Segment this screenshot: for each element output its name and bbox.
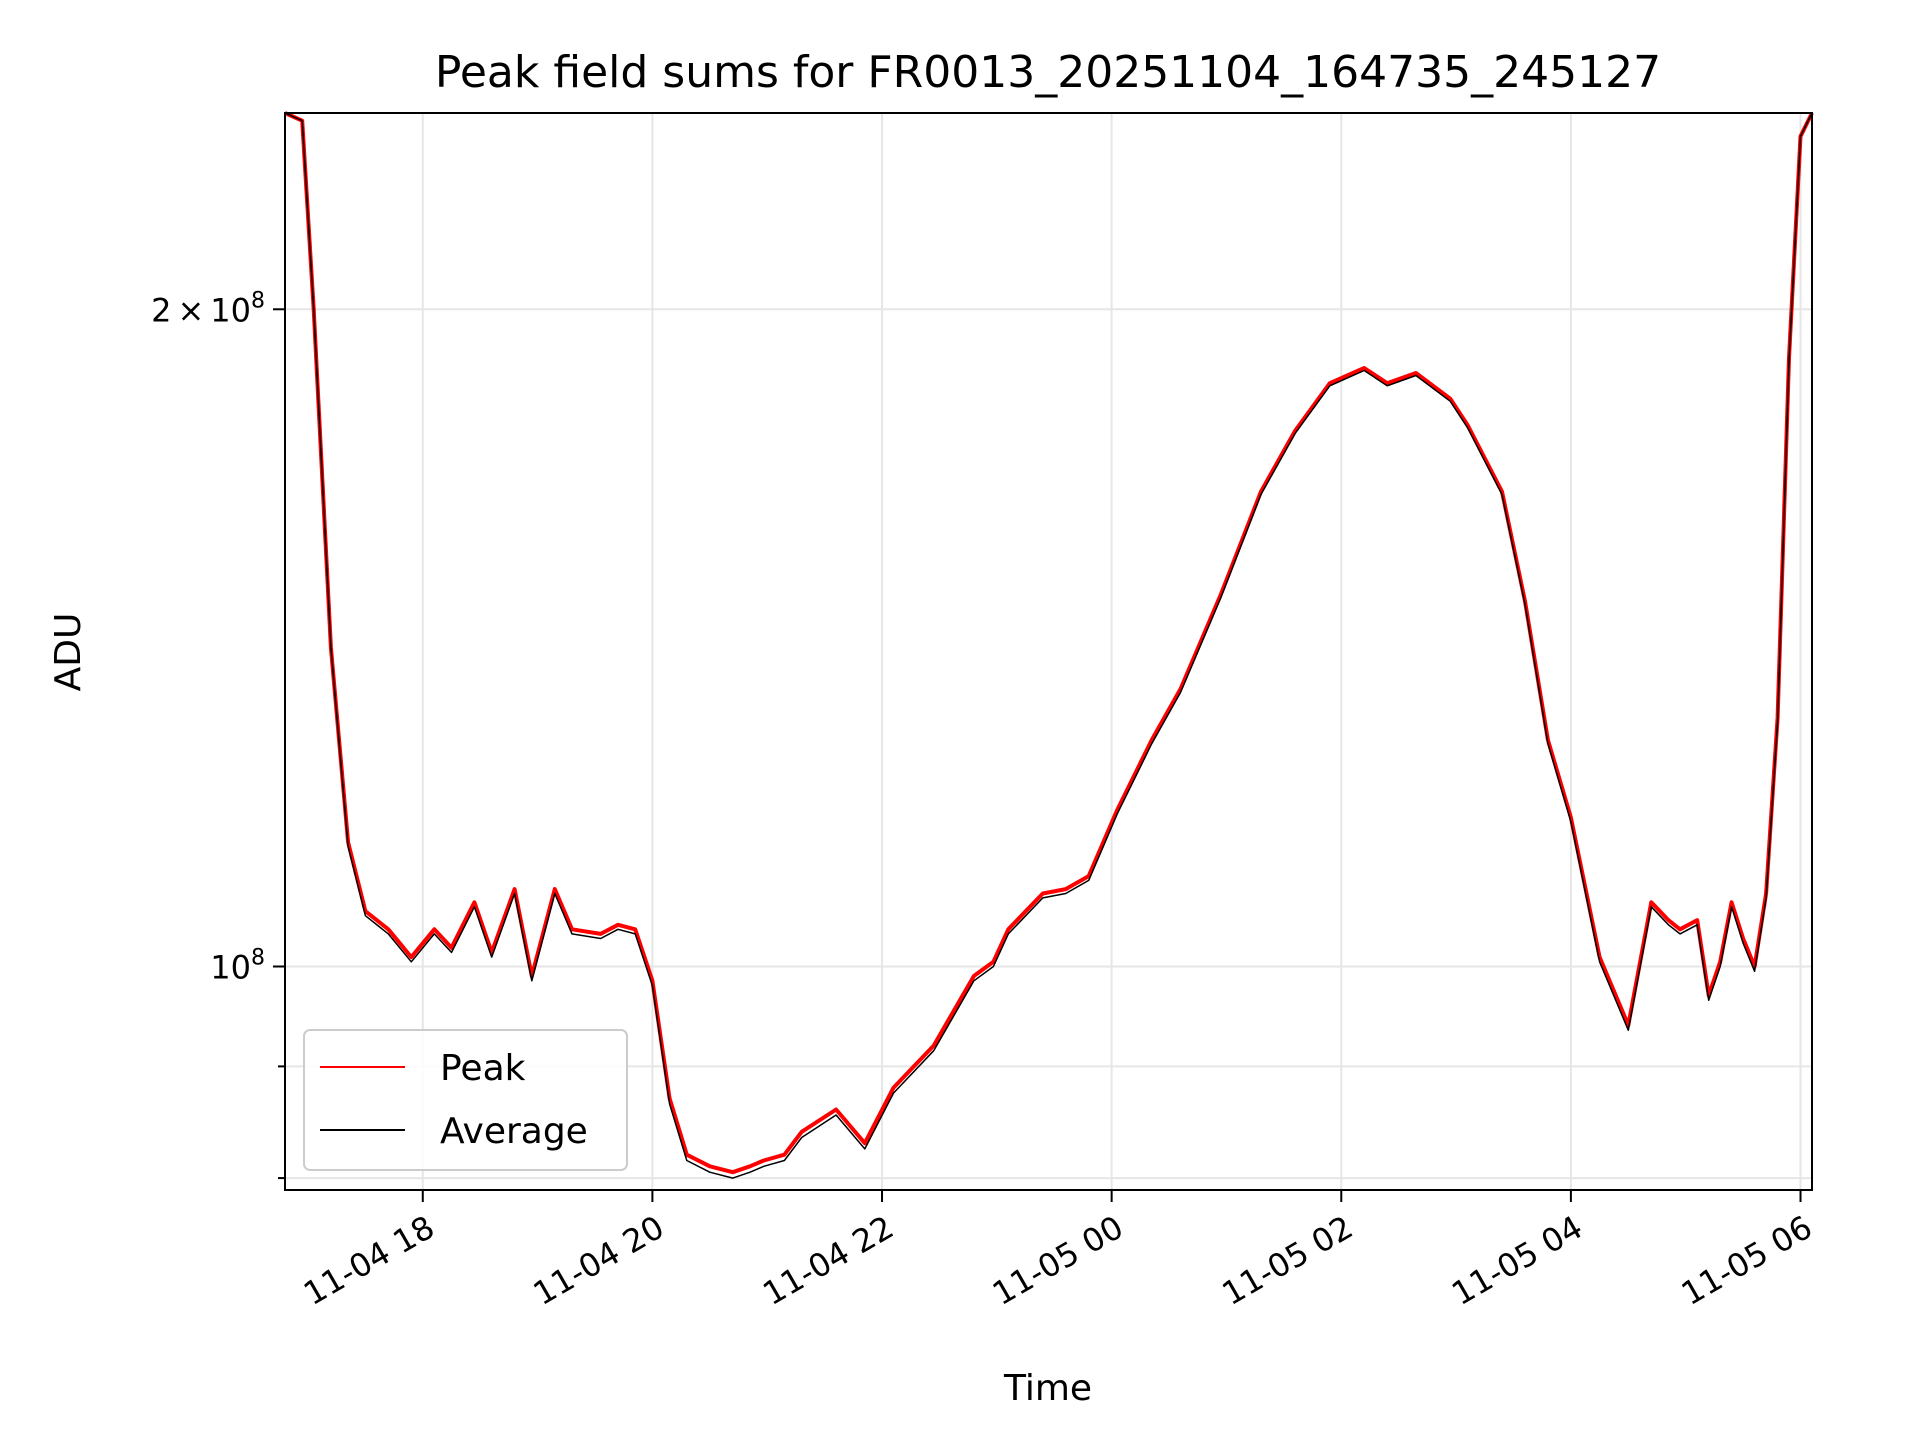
series-group — [284, 111, 1814, 1179]
y-tick-base: 10 — [210, 291, 251, 329]
y-axis-label: ADU — [48, 613, 89, 692]
chart-title: Peak field sums for FR0013_20251104_1647… — [435, 47, 1661, 98]
y-tick-mantissa: 2 — [151, 291, 171, 329]
series-peak-line — [284, 111, 1814, 1175]
legend-average-label: Average — [440, 1111, 588, 1152]
y-tick-base: 10 — [210, 948, 251, 986]
legend-box — [303, 1029, 628, 1171]
y-tick-exponent: 8 — [251, 945, 265, 970]
y-tick-exponent: 8 — [251, 288, 265, 313]
series-average-line — [284, 112, 1813, 1179]
plot-frame — [284, 112, 1813, 1191]
x-axis-label: Time — [1003, 1368, 1092, 1409]
y-tick-times: × — [177, 291, 204, 329]
legend: Peak Average — [303, 1029, 628, 1171]
legend-peak-label: Peak — [440, 1048, 526, 1089]
y-tick-label: 2 × 108 — [151, 288, 265, 329]
y-tick-label: 108 — [210, 945, 265, 986]
